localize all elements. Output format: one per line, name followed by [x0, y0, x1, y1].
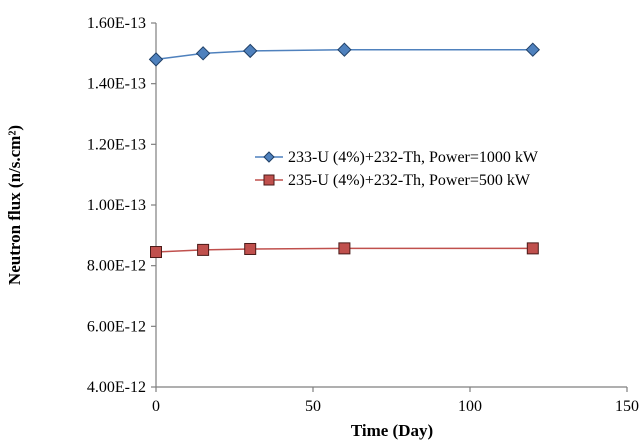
x-axis-title: Time (Day)	[351, 421, 433, 440]
y-tick-label: 8.00E-12	[87, 258, 146, 275]
data-point-square	[338, 242, 351, 255]
data-point-diamond	[263, 151, 275, 163]
data-point-square	[244, 242, 257, 255]
legend: 233-U (4%)+232-Th, Power=1000 kW 235-U (4…	[255, 149, 539, 189]
y-axis-title: Neutron flux (n/s.cm²)	[5, 125, 24, 285]
y-tick-label: 1.00E-13	[87, 197, 146, 214]
y-tick-label: 4.00E-12	[87, 379, 146, 396]
data-point-square	[263, 174, 275, 186]
series-1	[148, 42, 541, 67]
y-tick-label: 1.40E-13	[87, 76, 146, 93]
y-tick-label: 6.00E-12	[87, 318, 146, 335]
x-tick-label: 50	[305, 398, 321, 415]
data-point-square	[526, 242, 539, 255]
y-tick-label: 1.60E-13	[87, 15, 146, 32]
legend-entry-1: 233-U (4%)+232-Th, Power=1000 kW	[255, 149, 539, 166]
legend-label: 233-U (4%)+232-Th, Power=1000 kW	[288, 149, 539, 166]
data-point-square	[150, 246, 162, 259]
x-tick-label: 100	[458, 398, 482, 415]
legend-label: 235-U (4%)+232-Th, Power=500 kW	[288, 172, 531, 189]
y-tick-label: 1.20E-13	[87, 136, 146, 153]
data-point-diamond	[525, 42, 541, 57]
x-tick-label: 150	[615, 398, 639, 415]
legend-entry-2: 235-U (4%)+232-Th, Power=500 kW	[255, 172, 531, 189]
data-point-diamond	[337, 42, 352, 57]
x-tick-label: 0	[152, 398, 160, 415]
plot-area: 4.00E-12 6.00E-12 8.00E-12 1.00E-13 1.20E-13…	[87, 15, 639, 415]
data-point-diamond	[148, 52, 164, 67]
data-point-square	[197, 243, 210, 256]
series-2	[150, 242, 539, 259]
data-point-diamond	[242, 43, 258, 59]
data-point-diamond	[195, 46, 211, 61]
